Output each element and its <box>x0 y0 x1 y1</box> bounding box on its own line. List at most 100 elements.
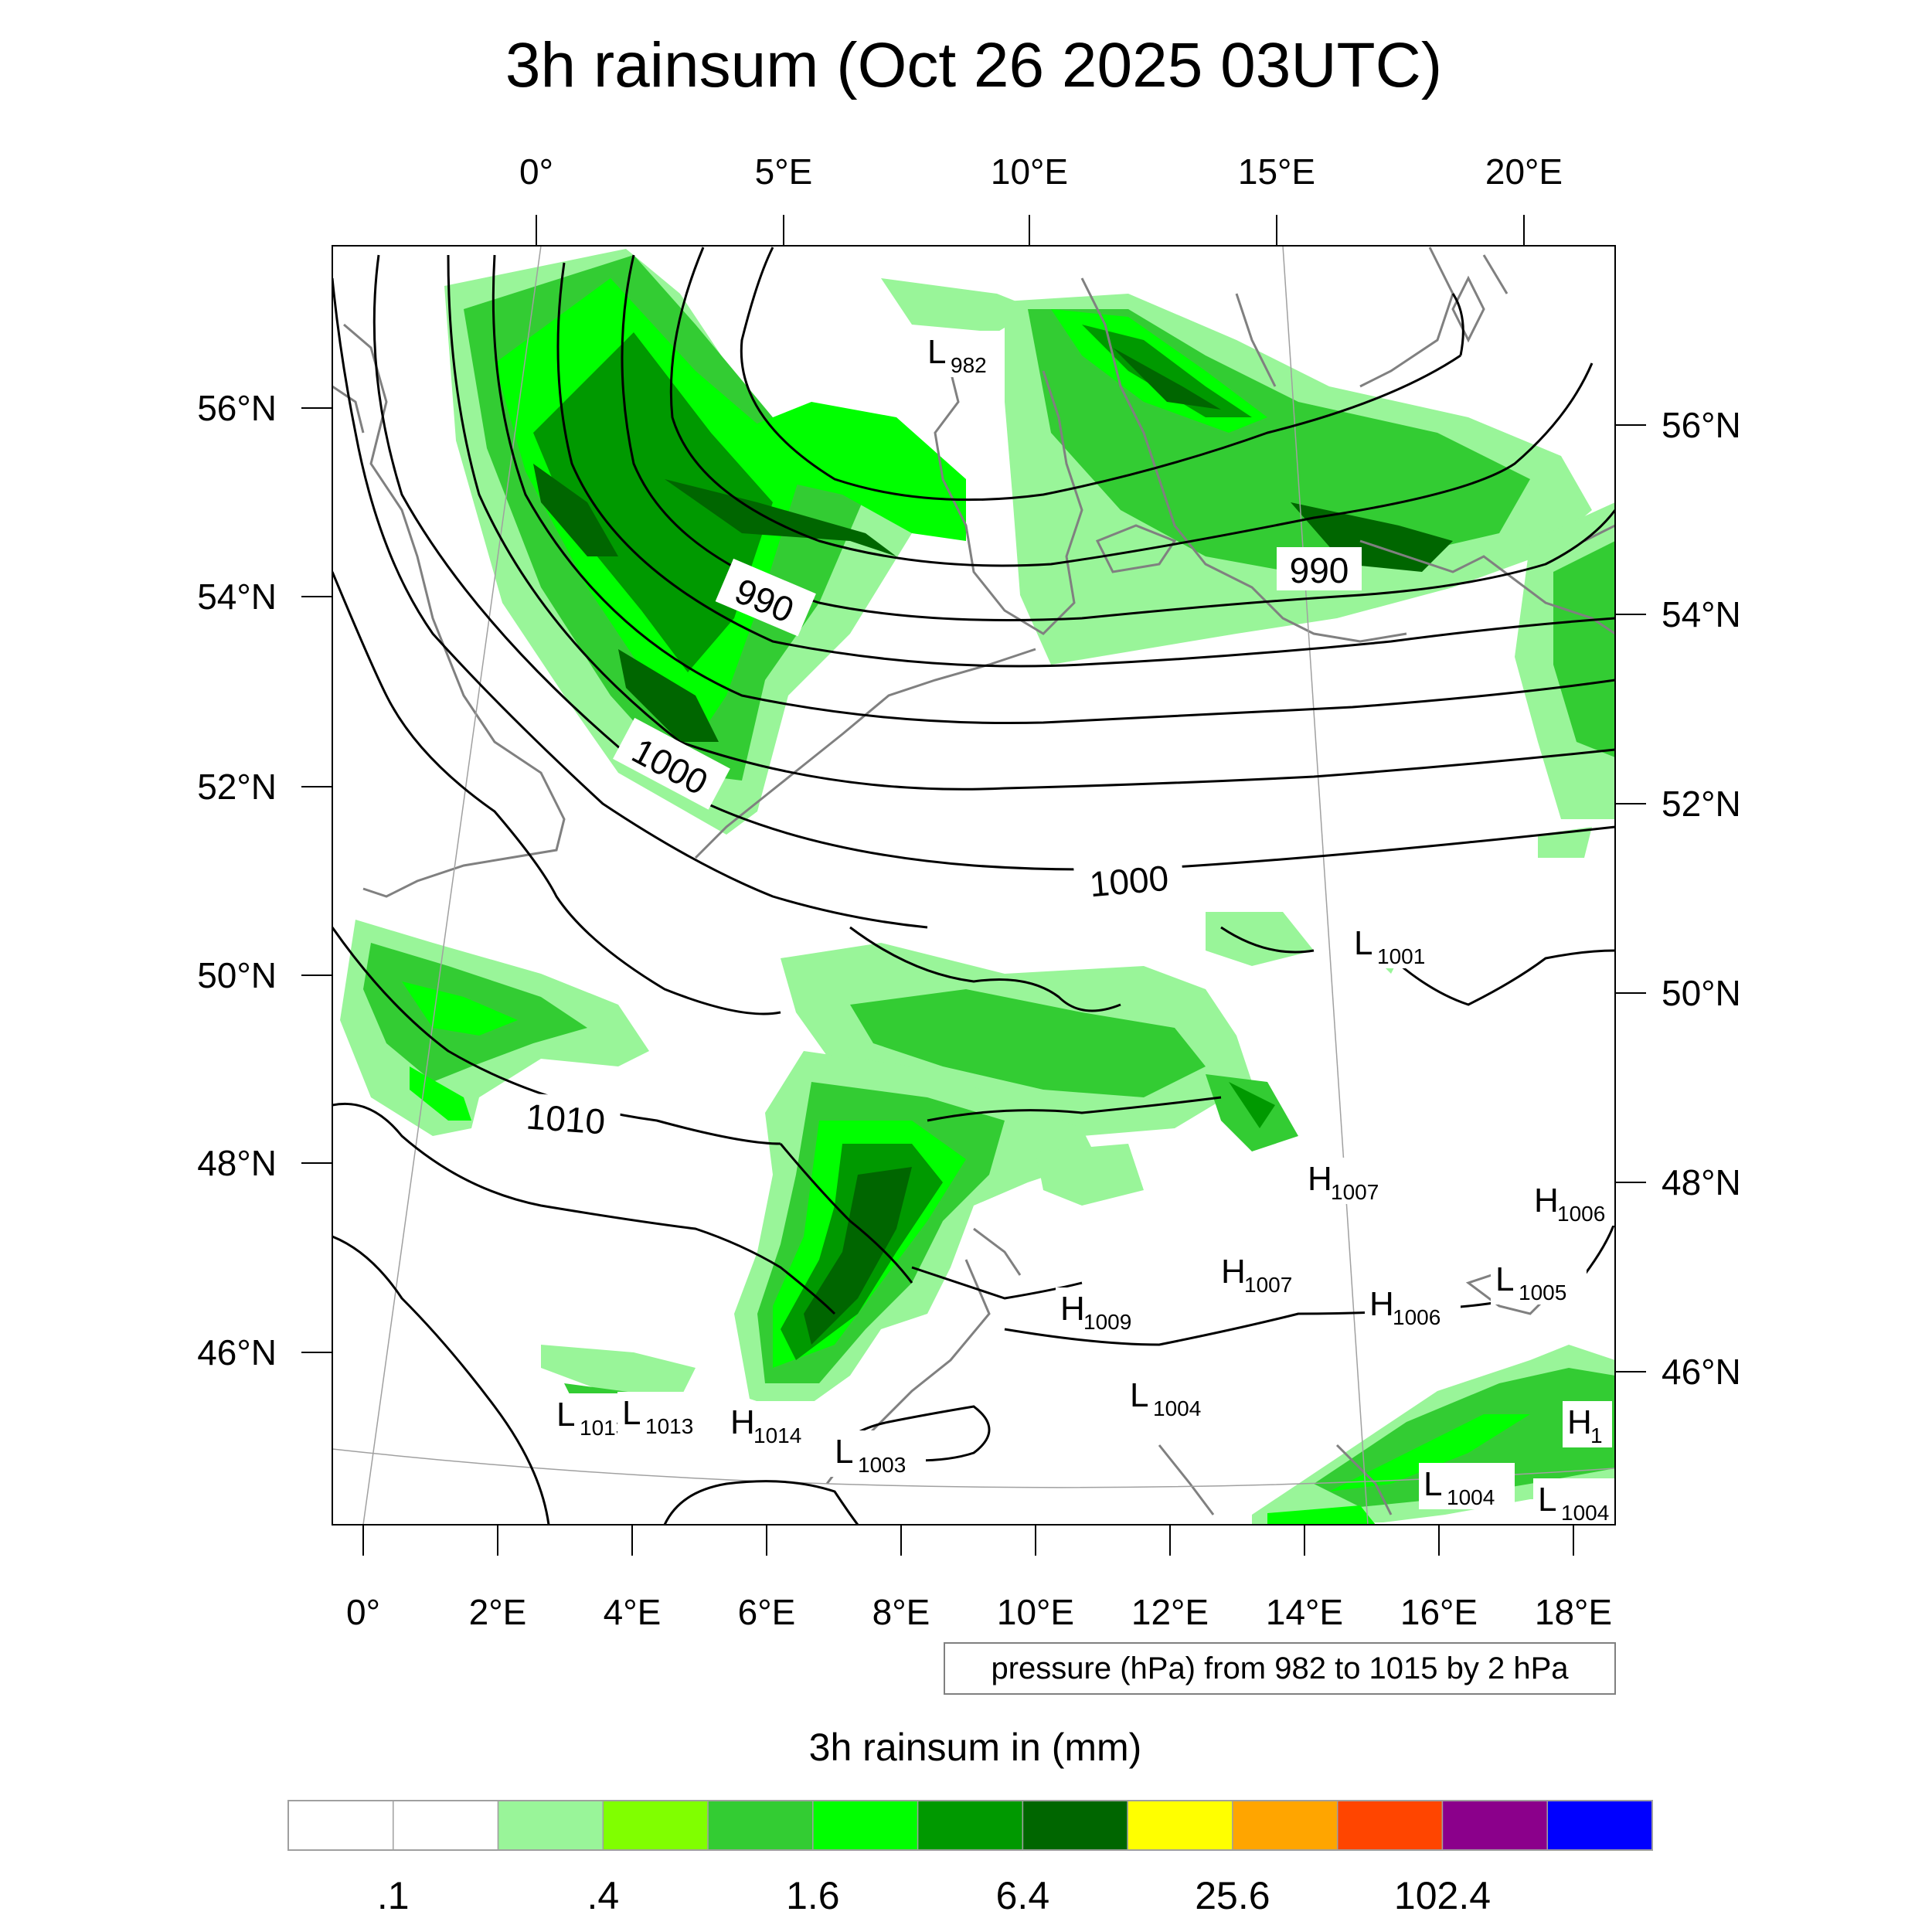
pressure-center-value: 1009 <box>1083 1310 1131 1334</box>
pressure-center-type: L <box>835 1433 853 1471</box>
colorbar-swatch <box>497 1800 604 1851</box>
colorbar-swatch <box>1232 1800 1338 1851</box>
pressure-center-type: H <box>1221 1253 1246 1291</box>
bottom-axis-label: 0° <box>346 1592 380 1632</box>
bottom-axis-label: 4°E <box>604 1592 662 1632</box>
right-axis-label: 50°N <box>1662 973 1741 1013</box>
pressure-center-type: L <box>1130 1376 1148 1414</box>
colorbar-swatch <box>1127 1800 1233 1851</box>
left-axis-label: 54°N <box>197 577 277 617</box>
isobar-label-1000-b: 1000 <box>1073 853 1185 906</box>
pressure-center-type: H <box>1369 1285 1394 1323</box>
pressure-center-low: L 1004 <box>1419 1463 1515 1509</box>
plot-frame <box>332 245 1616 1526</box>
colorbar-swatch <box>602 1800 709 1851</box>
pressure-center-type: L <box>556 1396 575 1434</box>
pressure-center-value: 1001 <box>1377 944 1425 968</box>
pressure-center-type: L <box>927 333 946 371</box>
top-axis-label: 10°E <box>991 151 1068 192</box>
pressure-center-value: 1004 <box>1153 1396 1201 1420</box>
pressure-center-low: L 1004 <box>1125 1374 1221 1420</box>
isobar-label-1010: 1010 <box>510 1092 621 1143</box>
pressure-center-type: L <box>622 1394 641 1432</box>
pressure-center-value: 1005 <box>1519 1281 1566 1304</box>
graticule-layer <box>332 246 1615 1525</box>
colorbar: .1 .4 1.6 6.4 25.6 102.4 <box>287 1800 1653 1917</box>
top-axis-label: 5°E <box>755 151 813 192</box>
bottom-axis-label: 10°E <box>997 1592 1074 1632</box>
right-axis-label: 52°N <box>1662 784 1741 824</box>
bottom-axis-label: 16°E <box>1400 1592 1478 1632</box>
bottom-axis-label: 8°E <box>872 1592 930 1632</box>
contour-info-text: pressure (hPa) from 982 to 1015 by 2 hPa <box>991 1651 1569 1685</box>
pressure-center-type: H <box>1534 1182 1559 1219</box>
colorbar-label: 102.4 <box>1394 1874 1491 1917</box>
colorbar-swatch <box>1546 1800 1653 1851</box>
pressure-center-low: L 1003 <box>830 1430 926 1477</box>
top-axis-label: 0° <box>519 151 553 192</box>
pressure-center-type: H <box>1567 1403 1592 1441</box>
bottom-axis-label: 18°E <box>1535 1592 1612 1632</box>
isobar-label-text: 1000 <box>1088 858 1170 905</box>
pressure-center-value: 1013 <box>645 1414 693 1438</box>
colorbar-swatch <box>287 1800 394 1851</box>
colorbar-swatch <box>707 1800 814 1851</box>
colorbar-title: 3h rainsum in (mm) <box>809 1726 1142 1769</box>
pressure-center-low: L 1004 <box>1533 1478 1629 1525</box>
colorbar-label: 6.4 <box>996 1874 1050 1917</box>
right-axis-label: 48°N <box>1662 1162 1741 1202</box>
colorbar-swatch <box>917 1800 1024 1851</box>
pressure-center-value: 1004 <box>1561 1501 1609 1525</box>
rain-field-layer <box>340 249 1615 1525</box>
pressure-center-value: 1 <box>1590 1423 1603 1447</box>
right-axis-label: 54°N <box>1662 594 1741 634</box>
pressure-center-type: L <box>1354 924 1372 962</box>
bottom-axis-label: 2°E <box>469 1592 527 1632</box>
pressure-center-type: H <box>1060 1290 1085 1328</box>
pressure-center-low: L 1001 <box>1349 922 1445 968</box>
isobar-label-text: 1010 <box>525 1096 607 1141</box>
right-axis-label: 46°N <box>1662 1352 1741 1392</box>
colorbar-swatch <box>1441 1800 1548 1851</box>
isobar-label-990-b: 990 <box>1277 547 1362 590</box>
bottom-axis-label: 6°E <box>738 1592 796 1632</box>
axis-layer: 0° 5°E 10°E 15°E 20°E 0° 2°E 4°E 6°E 8°E 10°E 12°E 1… <box>197 151 1741 1632</box>
colorbar-swatch <box>1022 1800 1128 1851</box>
colorbar-label: 25.6 <box>1195 1874 1270 1917</box>
pressure-center-low: L 1005 <box>1491 1258 1587 1304</box>
contour-info-box <box>944 1642 1616 1695</box>
top-axis-label: 15°E <box>1238 151 1315 192</box>
pressure-center-type: L <box>1538 1481 1556 1519</box>
map-title: 3h rainsum (Oct 26 2025 03UTC) <box>505 30 1442 100</box>
pressure-center-value: 1014 <box>753 1423 801 1447</box>
colorbar-swatch <box>393 1800 499 1851</box>
right-axis-label: 56°N <box>1662 405 1741 445</box>
pressure-center-value: 1006 <box>1393 1305 1440 1329</box>
pressure-center-type: L <box>1423 1465 1442 1503</box>
colorbar-label: .4 <box>587 1874 619 1917</box>
left-axis-label: 46°N <box>197 1332 277 1372</box>
colorbar-swatch <box>812 1800 919 1851</box>
pressure-center-value: 982 <box>951 353 987 377</box>
pressure-center-value: 1004 <box>1447 1485 1495 1509</box>
pressure-center-value: 1007 <box>1244 1273 1292 1297</box>
top-axis-label: 20°E <box>1485 151 1563 192</box>
pressure-center-low: L 982 <box>923 331 1003 377</box>
colorbar-label: .1 <box>377 1874 410 1917</box>
left-axis-label: 48°N <box>197 1143 277 1183</box>
pressure-center-type: L <box>1495 1260 1514 1298</box>
bottom-axis-label: 14°E <box>1266 1592 1343 1632</box>
colorbar-swatch <box>1336 1800 1444 1851</box>
pressure-center-value: 1007 <box>1331 1180 1379 1204</box>
bottom-axis-label: 12°E <box>1131 1592 1209 1632</box>
left-axis-label: 50°N <box>197 955 277 995</box>
left-axis-label: 56°N <box>197 388 277 428</box>
isobar-label-text: 990 <box>1290 550 1349 590</box>
